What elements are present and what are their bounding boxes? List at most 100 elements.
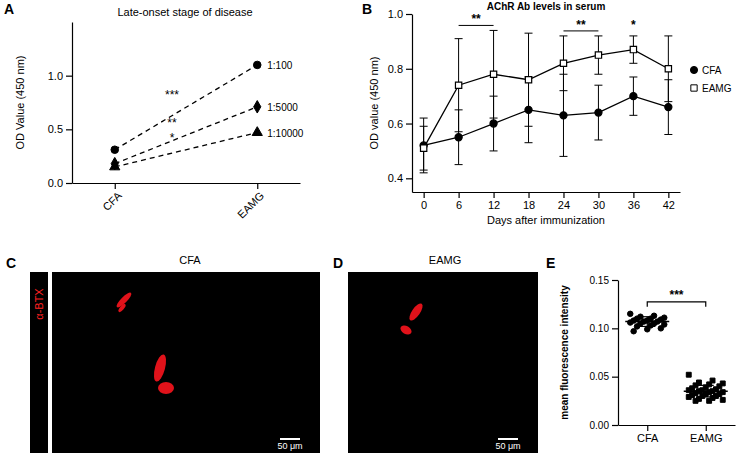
series-label: 1:100 — [267, 60, 292, 71]
tick: 0.10 — [590, 323, 618, 334]
tick: 1.0 — [48, 70, 72, 82]
tick: CFA — [100, 183, 124, 213]
y-axis: 0.40.60.81.0 — [388, 8, 413, 192]
plot-area — [420, 30, 673, 172]
point — [720, 397, 725, 402]
tick-label: 24 — [558, 199, 570, 211]
error-bar — [420, 118, 428, 173]
tick: EAMG — [235, 183, 266, 221]
error-bar-cap — [420, 170, 428, 171]
tick-mark — [598, 192, 599, 198]
error-bar-cap — [420, 126, 428, 127]
image-label: α-BTX — [33, 288, 45, 320]
tick-mark — [528, 192, 529, 198]
y-axis: 0.00.51.0 — [48, 23, 73, 190]
tick: 12 — [488, 192, 500, 211]
marker — [420, 145, 426, 151]
marker — [630, 93, 637, 100]
sd-cap — [698, 385, 714, 386]
annotation: ** — [576, 18, 586, 32]
point — [658, 326, 664, 332]
panel-label: E — [546, 255, 555, 271]
tick-label: 6 — [456, 199, 462, 211]
tick-label: 42 — [663, 199, 675, 211]
tick-label: 0.05 — [590, 371, 610, 382]
tick-mark — [66, 76, 72, 77]
error-bar — [629, 36, 637, 63]
marker — [630, 46, 636, 52]
tick-mark — [563, 192, 564, 198]
tick: CFA — [637, 425, 659, 444]
error-bar-cap — [525, 126, 533, 127]
tick-mark — [406, 69, 412, 70]
tick: 36 — [628, 192, 640, 211]
error-bar-cap — [559, 156, 567, 157]
point — [693, 398, 698, 403]
marker — [455, 134, 462, 141]
tick-label: 0.6 — [388, 118, 403, 130]
marker — [665, 104, 672, 111]
tick: 0 — [421, 192, 427, 211]
point — [686, 395, 691, 400]
point — [644, 327, 650, 333]
point — [627, 311, 633, 317]
fluorescence-signal — [152, 353, 169, 383]
marker — [110, 161, 120, 170]
error-bar-cap — [594, 85, 602, 86]
tick: 0.15 — [590, 275, 618, 286]
error-bar-cap — [455, 164, 463, 165]
scale-bar — [280, 438, 300, 440]
tick-label: 1.0 — [48, 70, 63, 82]
error-bar-cap — [664, 101, 672, 102]
error-bar-cap — [525, 33, 533, 34]
error-bar — [594, 85, 602, 140]
tick-label: EAMG — [235, 189, 266, 220]
image-title: EAMG — [429, 254, 461, 266]
error-bar-cap — [629, 76, 637, 77]
tick-label: 0.4 — [388, 172, 403, 184]
error-bar-cap — [594, 139, 602, 140]
tick: 24 — [558, 192, 570, 211]
sd-cap — [639, 316, 655, 317]
error-bar — [490, 30, 498, 118]
scale-bar-label: 50 μm — [495, 441, 520, 451]
tick-mark — [257, 183, 258, 189]
legend-label: EAMG — [702, 83, 732, 94]
tick-mark — [706, 425, 707, 431]
tick: 6 — [456, 192, 462, 211]
tick: 0.4 — [388, 172, 412, 184]
legend: CFAEAMG — [690, 65, 731, 94]
figure: A0.00.51.0CFAEAMGLate-onset stage of dis… — [0, 0, 738, 453]
x-axis: CFA EAMG — [73, 183, 301, 221]
series-line — [115, 65, 258, 150]
error-bar — [594, 36, 602, 74]
point — [627, 320, 633, 326]
marker — [490, 120, 497, 127]
y-axis-title: OD value (450 nm) — [368, 57, 380, 150]
tick-label: 12 — [488, 199, 500, 211]
error-bar — [455, 39, 463, 132]
y-axis-title: mean fluorescence intensity — [559, 285, 570, 420]
point — [707, 398, 712, 403]
error-bar-cap — [664, 134, 672, 135]
marker — [253, 61, 261, 69]
marker — [665, 66, 671, 72]
tick-mark — [406, 178, 412, 179]
tick: 42 — [663, 192, 675, 211]
error-bar — [525, 33, 533, 126]
error-bar-cap — [559, 35, 567, 36]
error-bar-cap — [664, 35, 672, 36]
marker — [595, 109, 602, 116]
marker — [595, 52, 601, 58]
tick-mark — [66, 129, 72, 130]
panel-label: D — [333, 255, 343, 271]
panel-label: C — [6, 255, 16, 271]
tick-mark — [647, 425, 648, 431]
micrograph — [348, 272, 538, 453]
error-bar-cap — [629, 35, 637, 36]
tick-mark — [424, 192, 425, 198]
error-bar — [664, 36, 672, 102]
panel-label: B — [362, 1, 372, 17]
panel-A: A0.00.51.0CFAEAMGLate-onset stage of dis… — [4, 1, 304, 221]
tick-label: 30 — [593, 199, 605, 211]
